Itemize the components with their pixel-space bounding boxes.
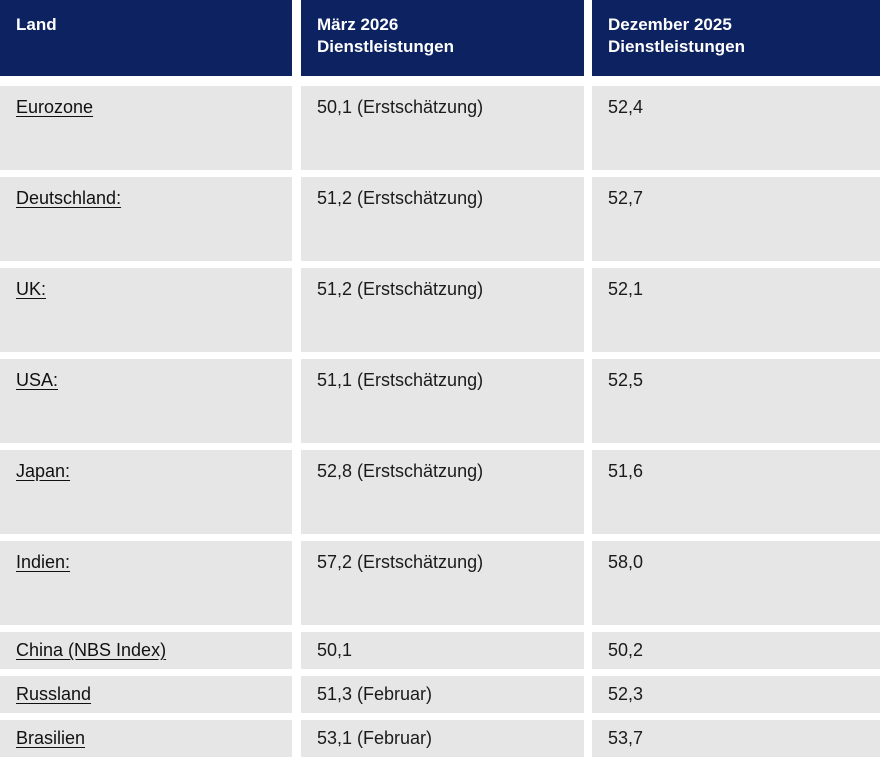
dezember-value-cell: 52,7 xyxy=(592,177,880,261)
table-row-eurozone: Eurozone 50,1 (Erstschätzung) 52,4 xyxy=(0,86,880,170)
table-row-indien: Indien: 57,2 (Erstschätzung) 58,0 xyxy=(0,541,880,625)
maerz-value-cell: 50,1 xyxy=(301,632,584,669)
maerz-value-cell: 57,2 (Erstschätzung) xyxy=(301,541,584,625)
header-cell-maerz-2026: März 2026 Dienstleistungen xyxy=(301,0,584,76)
dezember-value-cell: 58,0 xyxy=(592,541,880,625)
dezember-value-cell: 52,5 xyxy=(592,359,880,443)
header-label: Dezember 2025 xyxy=(608,15,732,34)
country-link-usa[interactable]: USA: xyxy=(16,370,59,390)
header-label: Land xyxy=(16,15,57,34)
dezember-value-cell: 50,2 xyxy=(592,632,880,669)
country-link-brasilien[interactable]: Brasilien xyxy=(16,728,86,748)
land-cell: Deutschland: xyxy=(0,177,292,261)
country-link-russland[interactable]: Russland xyxy=(16,684,92,704)
dezember-value-cell: 52,1 xyxy=(592,268,880,352)
table-row-usa: USA: 51,1 (Erstschätzung) 52,5 xyxy=(0,359,880,443)
dezember-value-cell: 51,6 xyxy=(592,450,880,534)
land-cell: UK: xyxy=(0,268,292,352)
country-link-deutschland[interactable]: Deutschland: xyxy=(16,188,122,208)
maerz-value-cell: 51,1 (Erstschätzung) xyxy=(301,359,584,443)
country-link-china[interactable]: China (NBS Index) xyxy=(16,640,167,660)
header-label-line2: Dienstleistungen xyxy=(317,37,454,56)
maerz-value-cell: 51,2 (Erstschätzung) xyxy=(301,177,584,261)
maerz-value-cell: 52,8 (Erstschätzung) xyxy=(301,450,584,534)
country-link-japan[interactable]: Japan: xyxy=(16,461,71,481)
table-row-china: China (NBS Index) 50,1 50,2 xyxy=(0,632,880,669)
country-link-eurozone[interactable]: Eurozone xyxy=(16,97,94,117)
table-row-uk: UK: 51,2 (Erstschätzung) 52,1 xyxy=(0,268,880,352)
dezember-value-cell: 52,3 xyxy=(592,676,880,713)
land-cell: Indien: xyxy=(0,541,292,625)
country-link-uk[interactable]: UK: xyxy=(16,279,47,299)
table-row-japan: Japan: 52,8 (Erstschätzung) 51,6 xyxy=(0,450,880,534)
maerz-value-cell: 50,1 (Erstschätzung) xyxy=(301,86,584,170)
header-cell-land: Land xyxy=(0,0,292,76)
land-cell: China (NBS Index) xyxy=(0,632,292,669)
table-row-deutschland: Deutschland: 51,2 (Erstschätzung) 52,7 xyxy=(0,177,880,261)
header-cell-dezember-2025: Dezember 2025 Dienstleistungen xyxy=(592,0,880,76)
table-row-russland: Russland 51,3 (Februar) 52,3 xyxy=(0,676,880,713)
land-cell: Brasilien xyxy=(0,720,292,757)
maerz-value-cell: 53,1 (Februar) xyxy=(301,720,584,757)
table-header-row: Land März 2026 Dienstleistungen Dezember… xyxy=(0,0,880,76)
land-cell: Eurozone xyxy=(0,86,292,170)
dezember-value-cell: 53,7 xyxy=(592,720,880,757)
maerz-value-cell: 51,3 (Februar) xyxy=(301,676,584,713)
maerz-value-cell: 51,2 (Erstschätzung) xyxy=(301,268,584,352)
dezember-value-cell: 52,4 xyxy=(592,86,880,170)
land-cell: Japan: xyxy=(0,450,292,534)
table-row-brasilien: Brasilien 53,1 (Februar) 53,7 xyxy=(0,720,880,757)
header-label-line2: Dienstleistungen xyxy=(608,37,745,56)
land-cell: USA: xyxy=(0,359,292,443)
land-cell: Russland xyxy=(0,676,292,713)
country-link-indien[interactable]: Indien: xyxy=(16,552,71,572)
header-label: März 2026 xyxy=(317,15,399,34)
